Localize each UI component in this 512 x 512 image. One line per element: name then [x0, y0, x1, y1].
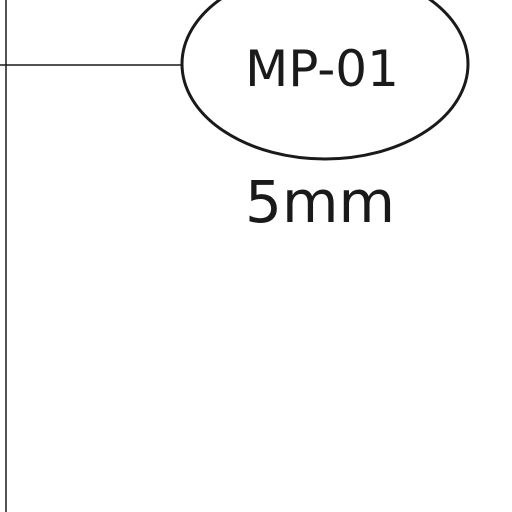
callout-label: MP-01	[245, 40, 399, 98]
callout-ellipse	[180, 0, 470, 161]
dimension-label: 5mm	[245, 168, 395, 236]
